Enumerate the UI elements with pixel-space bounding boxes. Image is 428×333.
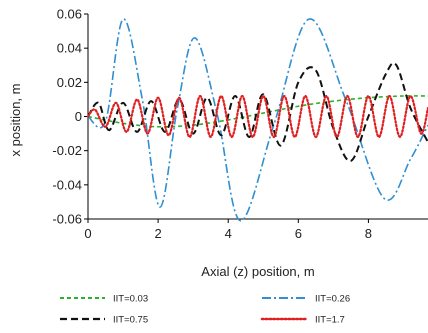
y-tick-label: 0 (75, 109, 82, 124)
x-tick-label: 8 (365, 226, 372, 241)
legend-label-iit-0-26: IIT=0.26 (315, 294, 350, 305)
series-line-iit-0-26 (87, 18, 428, 222)
x-axis-label: Axial (z) position, m (201, 264, 314, 279)
x-tick-label: 4 (225, 226, 232, 241)
y-tick-label: -0.02 (52, 143, 82, 158)
y-tick-label: 0.06 (57, 7, 82, 22)
legend-label-iit-0-03: IIT=0.03 (113, 294, 148, 305)
series-line-iit-0-03 (87, 95, 428, 128)
x-tick-label: 0 (84, 226, 91, 241)
legend-label-iit-0-75: IIT=0.75 (113, 315, 148, 326)
x-tick-label: 6 (295, 226, 302, 241)
axes: -0.06 -0.04 -0.02 0 0.02 0.04 0.06 0 2 4 6 8 (52, 7, 428, 241)
y-tick-label: -0.04 (52, 177, 82, 192)
y-tick-label: -0.06 (52, 212, 82, 227)
series-group (86, 18, 428, 222)
series-line-iit-0-75 (87, 61, 428, 162)
y-tick-label: 0.04 (57, 41, 82, 56)
y-tick-label: 0.02 (57, 75, 82, 90)
series-line-iit-1-7 (86, 94, 428, 139)
x-tick-label: 2 (154, 226, 161, 241)
legend-label-iit-1-7: IIT=1.7 (315, 315, 345, 326)
y-axis-label: x position, m (8, 84, 23, 157)
legend: IIT=0.03 IIT=0.26 IIT=0.75 IIT=1.7 (60, 294, 350, 326)
